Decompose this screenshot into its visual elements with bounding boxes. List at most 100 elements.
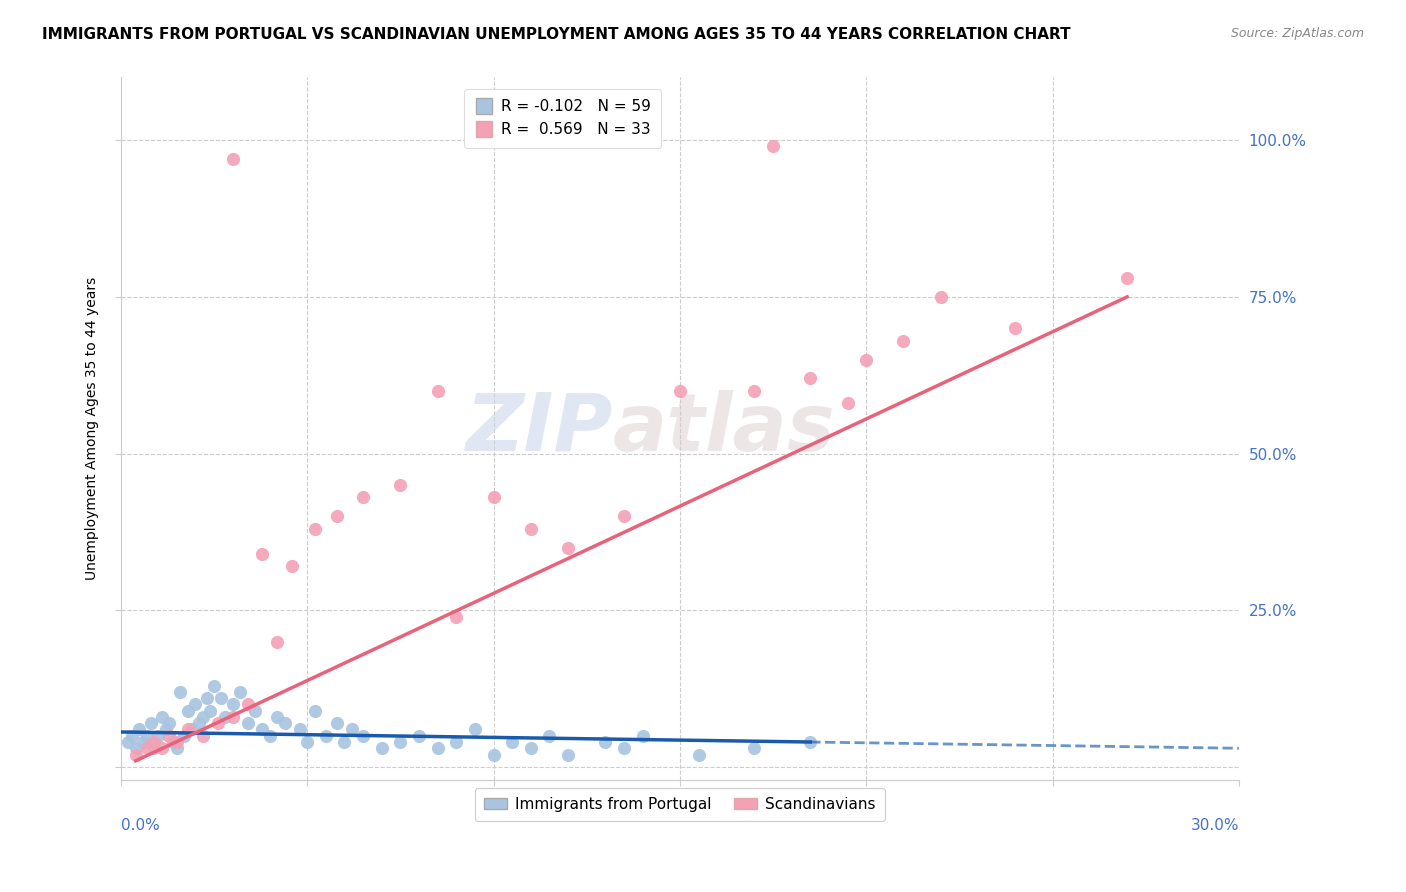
Point (166, 741, 188, 756)
Point (538, 729, 561, 743)
Point (595, 735, 617, 749)
Point (304, 522, 326, 536)
Point (482, 491, 505, 505)
Point (169, 685, 191, 699)
Point (744, 741, 766, 756)
Point (520, 741, 543, 756)
Point (117, 735, 139, 749)
Point (352, 729, 374, 743)
Point (207, 716, 229, 731)
Point (211, 691, 233, 706)
Point (143, 735, 166, 749)
Point (252, 547, 274, 561)
Point (157, 716, 180, 731)
Point (352, 491, 374, 505)
Point (259, 729, 281, 743)
Point (243, 704, 266, 718)
Point (464, 723, 486, 737)
Legend: Immigrants from Portugal, Scandinavians: Immigrants from Portugal, Scandinavians (475, 788, 884, 822)
Point (125, 747, 148, 762)
Point (236, 716, 259, 731)
Point (121, 729, 143, 743)
Point (631, 729, 654, 743)
Point (150, 710, 173, 724)
Point (762, 139, 785, 153)
Point (389, 735, 412, 749)
Text: 30.0%: 30.0% (1191, 818, 1239, 833)
Point (150, 741, 173, 756)
Point (266, 634, 288, 648)
Point (191, 729, 214, 743)
Point (446, 609, 468, 624)
Point (200, 704, 222, 718)
Point (315, 729, 337, 743)
Point (139, 716, 162, 731)
Point (166, 735, 188, 749)
Text: 0.0%: 0.0% (121, 818, 159, 833)
Point (252, 723, 274, 737)
Point (744, 384, 766, 398)
Text: atlas: atlas (613, 390, 835, 467)
Point (146, 729, 169, 743)
Point (132, 735, 155, 749)
Text: ZIP: ZIP (465, 390, 613, 467)
Point (191, 710, 214, 724)
Point (446, 735, 468, 749)
Point (157, 729, 180, 743)
Point (143, 741, 166, 756)
Point (135, 729, 157, 743)
Point (195, 691, 218, 706)
Point (202, 679, 225, 693)
Point (180, 723, 202, 737)
Point (162, 735, 184, 749)
Point (799, 371, 821, 385)
Point (229, 685, 252, 699)
Point (135, 741, 157, 756)
Point (482, 747, 505, 762)
Point (340, 723, 363, 737)
Point (688, 747, 710, 762)
Point (520, 522, 543, 536)
Point (214, 710, 236, 724)
Point (173, 729, 195, 743)
Point (501, 735, 523, 749)
Point (221, 698, 243, 712)
Point (266, 710, 288, 724)
Point (893, 334, 915, 348)
Point (221, 152, 243, 166)
Point (929, 290, 952, 304)
Point (333, 735, 356, 749)
Point (221, 710, 243, 724)
Point (188, 716, 211, 731)
Point (281, 559, 304, 574)
Point (408, 729, 430, 743)
Point (855, 352, 877, 367)
Point (370, 741, 392, 756)
Point (389, 478, 412, 492)
Text: IMMIGRANTS FROM PORTUGAL VS SCANDINAVIAN UNEMPLOYMENT AMONG AGES 35 TO 44 YEARS : IMMIGRANTS FROM PORTUGAL VS SCANDINAVIAN… (42, 27, 1071, 42)
Point (557, 747, 579, 762)
Point (288, 723, 311, 737)
Point (177, 704, 200, 718)
Point (326, 509, 349, 524)
Point (304, 704, 326, 718)
Point (155, 723, 177, 737)
Point (184, 698, 207, 712)
Point (613, 741, 636, 756)
Point (557, 541, 579, 555)
Point (1004, 321, 1026, 335)
Point (837, 396, 859, 410)
Point (128, 723, 150, 737)
Point (613, 509, 636, 524)
Point (236, 698, 259, 712)
Point (274, 716, 297, 731)
Point (426, 741, 449, 756)
Point (799, 735, 821, 749)
Point (1116, 271, 1139, 285)
Point (426, 384, 449, 398)
Point (326, 716, 349, 731)
Point (177, 723, 200, 737)
Text: Source: ZipAtlas.com: Source: ZipAtlas.com (1230, 27, 1364, 40)
Point (295, 735, 318, 749)
Point (125, 741, 148, 756)
